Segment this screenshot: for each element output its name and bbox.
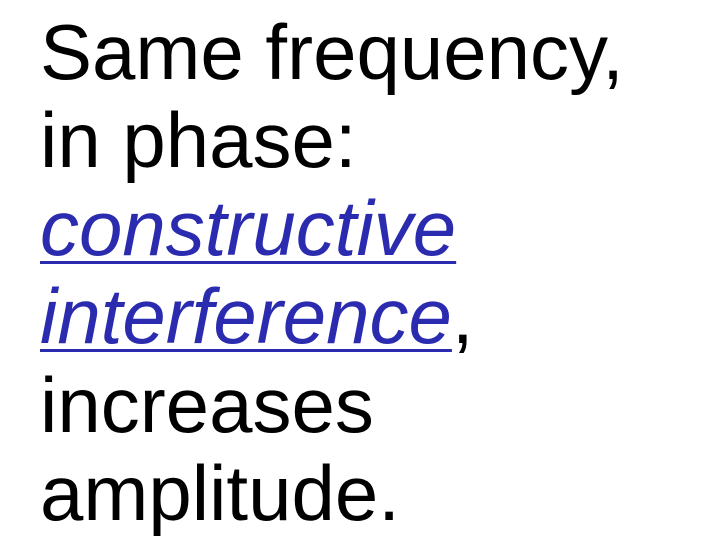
text-line-3: constructive bbox=[40, 184, 704, 272]
text-line-2: in phase: bbox=[40, 96, 704, 184]
text-line-6: amplitude. bbox=[40, 449, 704, 537]
text-line-4: interference, bbox=[40, 272, 704, 360]
slide: Same frequency, in phase: constructive i… bbox=[0, 0, 720, 540]
term-constructive: constructive bbox=[40, 184, 456, 272]
text-line-5: increases bbox=[40, 361, 704, 449]
text-line-1: Same frequency, bbox=[40, 8, 704, 96]
term-interference: interference bbox=[40, 272, 452, 360]
comma: , bbox=[452, 272, 474, 360]
